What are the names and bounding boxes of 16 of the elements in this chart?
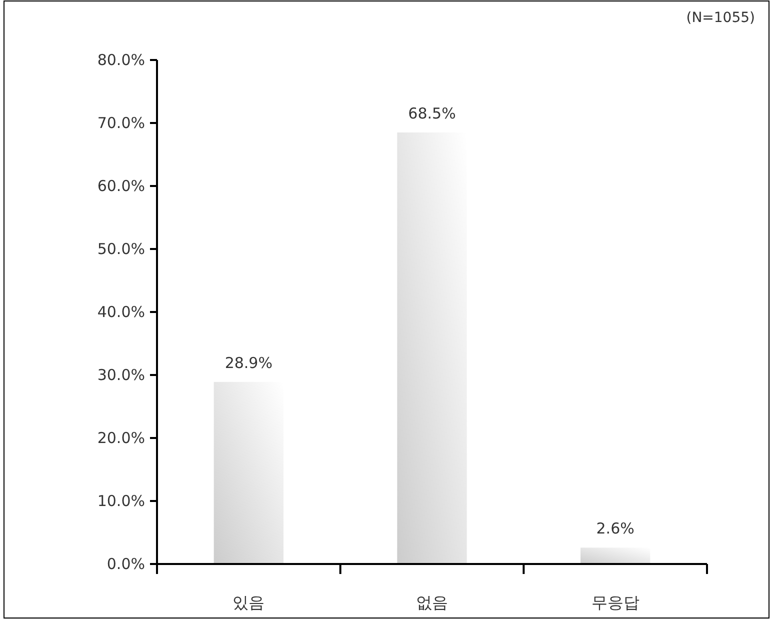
y-tick-label: 50.0%: [97, 240, 145, 258]
y-tick-label: 70.0%: [97, 114, 145, 132]
y-tick-label: 10.0%: [97, 492, 145, 510]
data-label: 28.9%: [224, 354, 272, 372]
x-tick-label: 있음: [232, 593, 265, 612]
y-tick-label: 60.0%: [97, 177, 145, 195]
data-label: 68.5%: [408, 104, 456, 122]
text: (N=1055): [686, 10, 755, 26]
x-tick-label: 무응답: [591, 593, 640, 612]
data-label: 2.6%: [596, 520, 634, 538]
x-tick-label: 없음: [416, 593, 448, 612]
y-tick-label: 20.0%: [97, 429, 145, 447]
y-tick-label: 30.0%: [97, 366, 145, 384]
y-tick-label: 0.0%: [106, 555, 145, 573]
y-tick-label: 80.0%: [97, 51, 145, 69]
y-tick-label: 40.0%: [97, 303, 145, 321]
